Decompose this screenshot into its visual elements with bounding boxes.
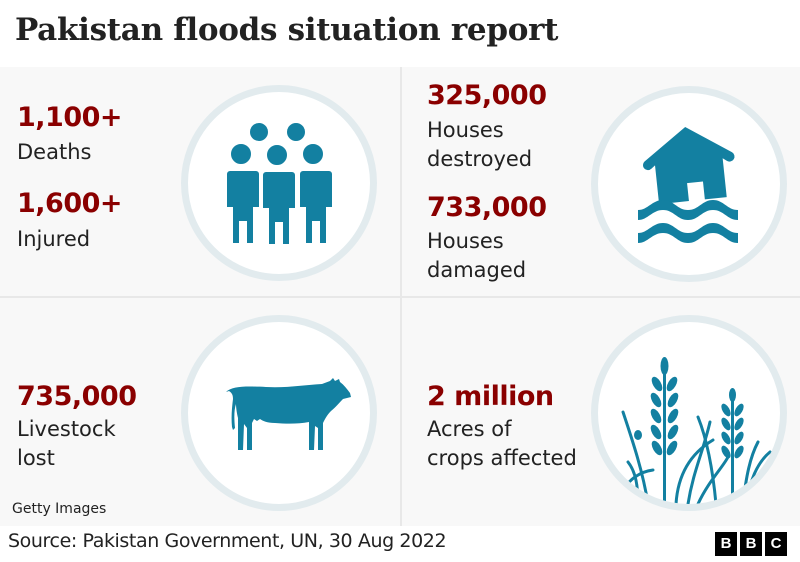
wheat-crops-icon xyxy=(616,357,772,504)
houses-damaged-label-line2: damaged xyxy=(427,258,527,282)
houses-destroyed-label-line2: destroyed xyxy=(427,147,533,171)
deaths-value: 1,100+ xyxy=(17,102,123,133)
livestock-value: 735,000 xyxy=(17,381,137,412)
icon-circle xyxy=(591,315,787,511)
crops-label-line1: Acres of xyxy=(427,417,512,441)
houses-damaged-value: 733,000 xyxy=(427,192,547,223)
source-note: Source: Pakistan Government, UN, 30 Aug … xyxy=(8,530,447,552)
bbc-logo: B B C xyxy=(715,532,787,556)
image-credit: Getty Images xyxy=(12,501,107,517)
deaths-label: Deaths xyxy=(17,140,92,164)
horizontal-divider xyxy=(0,296,800,298)
injured-value: 1,600+ xyxy=(17,188,123,219)
flooded-house-icon xyxy=(638,127,738,243)
crops-value: 2 million xyxy=(427,381,554,412)
houses-damaged-label-line1: Houses xyxy=(427,229,504,253)
page-title: Pakistan floods situation report xyxy=(15,12,559,48)
houses-destroyed-label-line1: Houses xyxy=(427,118,504,142)
icon-circle xyxy=(181,315,377,511)
icon-circle xyxy=(591,86,787,282)
crops-label-line2: crops affected xyxy=(427,446,577,470)
logo-letter: C xyxy=(765,532,787,556)
injured-label: Injured xyxy=(17,227,91,251)
cow-icon xyxy=(226,378,351,450)
icon-circle xyxy=(181,85,377,281)
logo-letter: B xyxy=(715,532,737,556)
logo-letter: B xyxy=(740,532,762,556)
people-group-icon xyxy=(225,121,334,246)
livestock-label-line1: Livestock xyxy=(17,417,116,441)
houses-destroyed-value: 325,000 xyxy=(427,80,547,111)
livestock-label-line2: lost xyxy=(17,446,55,470)
